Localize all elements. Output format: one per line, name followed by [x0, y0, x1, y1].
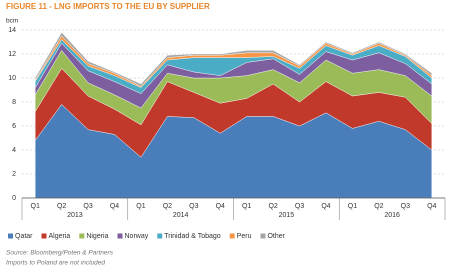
x-tick-label: Q2 — [57, 203, 66, 210]
x-tick-label: Q1 — [242, 203, 251, 210]
x-tick-label: Q1 — [31, 203, 40, 210]
y-tick-label: 14 — [8, 27, 16, 34]
y-tick-label: 8 — [12, 99, 16, 106]
legend-label: Peru — [237, 233, 252, 240]
x-tick-label: Q3 — [401, 203, 410, 210]
year-label: 2015 — [279, 212, 295, 219]
legend-label: Norway — [125, 233, 149, 240]
x-tick-label: Q3 — [295, 203, 304, 210]
year-label: 2014 — [173, 212, 189, 219]
legend-swatch — [79, 233, 85, 239]
legend-label: Nigeria — [86, 233, 108, 240]
x-tick-label: Q1 — [348, 203, 357, 210]
x-tick-label: Q1 — [136, 203, 145, 210]
x-tick-label: Q4 — [110, 203, 119, 210]
legend-swatch — [41, 233, 47, 239]
legend-swatch — [117, 233, 123, 239]
y-axis-unit: bcm — [6, 18, 18, 25]
x-tick-label: Q4 — [321, 203, 330, 210]
y-tick-label: 6 — [12, 123, 16, 130]
x-tick-label: Q2 — [163, 203, 172, 210]
y-tick-label: 10 — [8, 75, 16, 82]
legend-swatch — [260, 233, 266, 239]
year-label: 2013 — [67, 212, 83, 219]
x-tick-label: Q2 — [374, 203, 383, 210]
legend-label: Qatar — [15, 233, 33, 240]
y-tick-label: 0 — [12, 195, 16, 202]
note: Imports to Poland are not included — [6, 260, 105, 267]
y-tick-label: 12 — [8, 51, 16, 58]
x-tick-label: Q3 — [189, 203, 198, 210]
legend-swatch — [8, 233, 13, 239]
legend-swatch — [157, 233, 163, 239]
year-label: 2016 — [384, 212, 400, 219]
x-tick-label: Q4 — [427, 203, 436, 210]
area — [35, 32, 432, 87]
source: Source: Bloomberg/Poten & Partners — [6, 250, 114, 257]
legend-label: Other — [267, 233, 285, 240]
legend-swatch — [229, 233, 235, 239]
x-tick-label: Q2 — [268, 203, 277, 210]
legend-label: Trinidad & Tobago — [164, 233, 221, 240]
chart-title: FIGURE 11 - LNG IMPORTS TO THE EU BY SUP… — [6, 2, 210, 11]
x-tick-label: Q3 — [83, 203, 92, 210]
y-tick-label: 4 — [12, 147, 16, 154]
y-tick-label: 2 — [12, 171, 16, 178]
legend-label: Algeria — [49, 233, 71, 240]
x-tick-label: Q4 — [216, 203, 225, 210]
